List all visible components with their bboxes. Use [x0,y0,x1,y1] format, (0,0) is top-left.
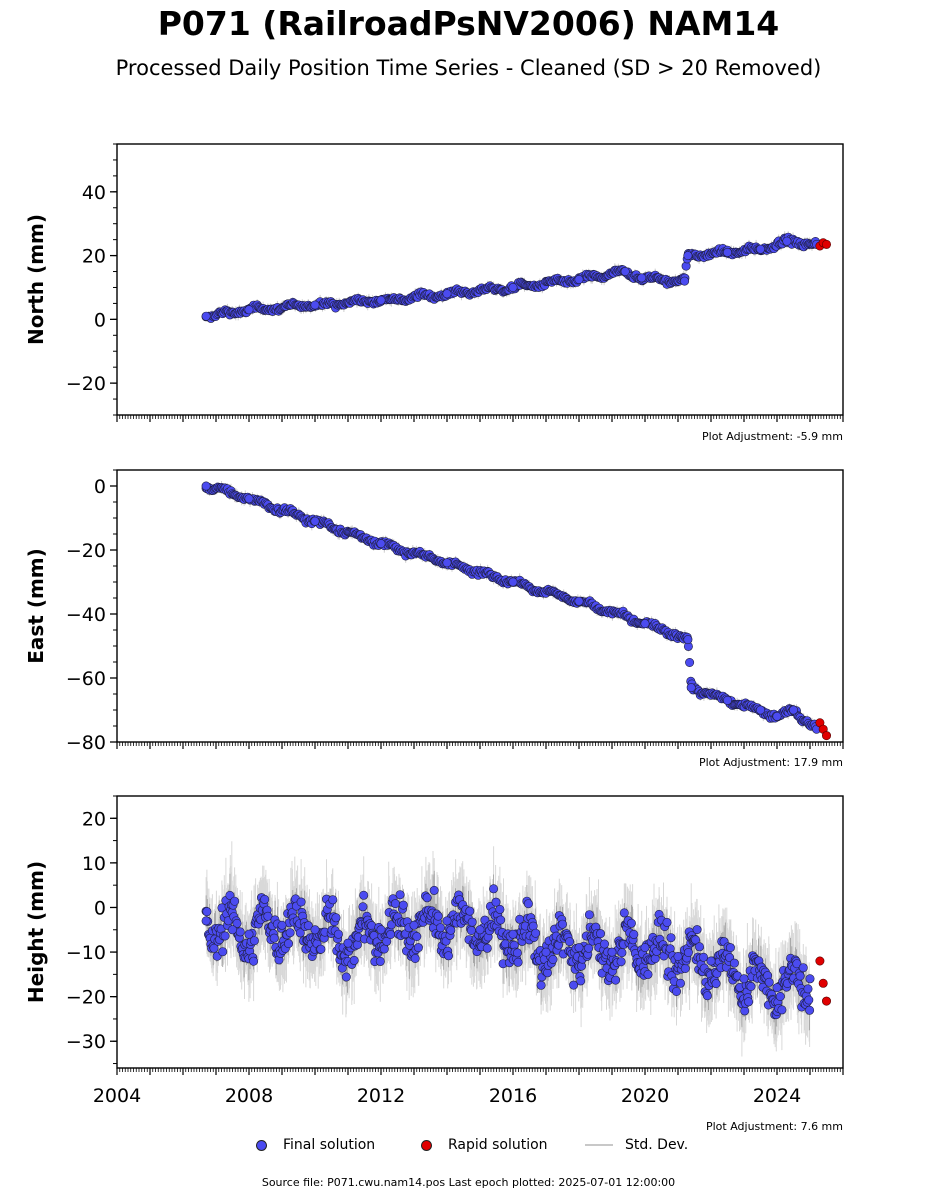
final-solution-point [316,944,326,954]
y-axis-label: North (mm) [24,214,48,345]
final-solution-point [249,936,259,946]
final-solution-point [333,929,343,939]
final-solution-point [358,902,368,912]
plot-adjustment-label: Plot Adjustment: 17.9 mm [699,756,843,769]
final-solution-point [788,705,798,715]
final-solution-point [244,305,254,315]
final-solution-point [359,890,369,900]
final-solution-point [230,896,240,906]
final-solution-point [637,273,647,283]
final-solution-point [508,282,518,292]
y-tick-label: −60 [66,668,106,690]
final-solution-point [722,247,732,257]
final-solution-point [209,943,219,953]
final-solution-point [303,921,313,931]
panel-2: −80 −60 −40 −20 0 East (mm) Plot Adjustment: 1… [24,469,844,769]
final-solution-point [341,972,351,982]
y-tick-label: −20 [66,540,106,562]
final-solution-point [772,711,782,721]
y-tick-label: 0 [94,309,106,331]
final-solution-point [201,481,211,491]
final-solution-point [574,596,584,606]
final-solution-point [263,911,273,921]
final-solution-point [640,619,650,629]
page-subtitle: Processed Daily Position Time Series - C… [115,56,822,80]
final-solution-point [310,516,320,526]
final-solution-point [685,657,695,667]
final-solution-point [508,577,518,587]
final-solution-point [260,894,270,904]
final-solution-point [680,276,690,286]
final-solution-point [328,895,338,905]
final-solution-points [201,232,820,323]
final-solution-point [390,899,400,909]
plot-area [201,841,831,1057]
y-tick-label: 20 [82,246,106,268]
final-solution-point [202,907,212,917]
final-solution-point [283,939,293,949]
final-solution-point [296,897,306,907]
final-solution-point [310,300,320,310]
final-solution-point [220,931,230,941]
plot-frame [116,143,844,416]
y-tick-label: −20 [66,373,106,395]
final-solution-points [201,884,815,1020]
final-solution-point [375,956,385,966]
final-solution-point [442,558,452,568]
plot-area [201,231,831,323]
final-solution-point [349,955,359,965]
final-solution-point [395,890,405,900]
rapid-solution-point [821,239,831,249]
y-tick-label: 0 [94,476,106,498]
final-solution-point [285,928,295,938]
final-solution-point [574,274,584,284]
final-solution-point [683,251,693,261]
final-solution-points [201,482,820,732]
plot-area [201,481,831,741]
final-solution-point [398,900,408,910]
final-solution-point [620,266,630,276]
final-solution-point [683,635,693,645]
final-solution-point [235,927,245,937]
final-solution-point [225,890,235,900]
panel-1: −20 0 20 40 North (mm) Plot Adjustment: -5.9 … [24,143,844,443]
final-solution-point [755,705,765,715]
final-solution-point [232,918,242,928]
final-solution-point [376,539,386,549]
final-solution-point [295,928,305,938]
final-solution-point [249,956,259,966]
rapid-solution-point [821,731,831,741]
final-solution-point [376,295,386,305]
page-title: P071 (RailroadPsNV2006) NAM14 [157,4,780,43]
y-tick-label: −40 [66,604,106,626]
final-solution-point [379,944,389,954]
final-solution-point [331,913,341,923]
y-axis-label: East (mm) [24,548,48,664]
final-solution-point [201,311,211,321]
plot-adjustment-label: Plot Adjustment: -5.9 mm [702,430,843,443]
final-solution-point [218,947,228,957]
final-solution-point [244,494,254,504]
final-solution-point [755,244,765,254]
final-solution-point [269,933,279,943]
final-solution-point [442,289,452,299]
y-tick-label: −80 [66,732,106,754]
final-solution-point [352,940,362,950]
final-solution-point [722,695,732,705]
final-solution-point [686,683,696,693]
final-solution-point [386,929,396,939]
y-tick-label: 40 [82,182,106,204]
final-solution-point [782,236,792,246]
